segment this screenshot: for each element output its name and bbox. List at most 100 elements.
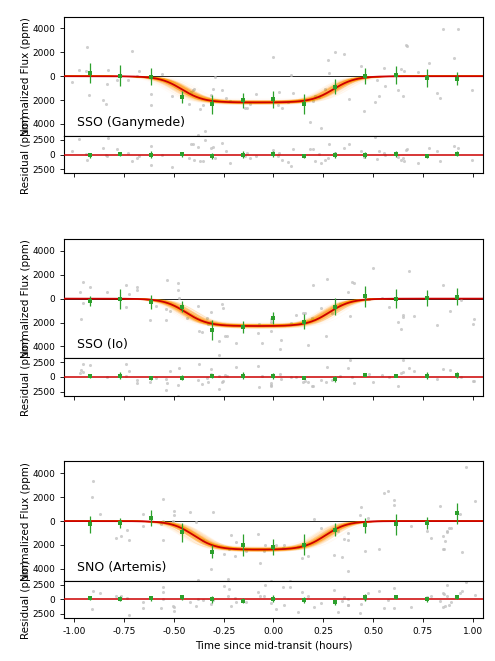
Point [207,307,215,317]
Point [211,71,219,82]
Point [340,49,348,59]
Point [254,529,262,539]
Point [385,302,393,313]
Point [325,139,333,150]
Point [345,287,352,297]
Point [309,380,317,391]
Point [317,158,325,169]
Point [440,544,448,555]
Point [86,282,94,292]
Point [76,368,84,379]
Point [423,592,431,602]
Point [104,133,112,143]
Point [323,362,331,373]
Point [158,594,166,605]
Text: SNO (Artemis): SNO (Artemis) [77,561,166,574]
Point [125,534,133,545]
Point [89,475,97,486]
Point [395,316,402,327]
Point [252,151,260,161]
Point [170,506,178,516]
Point [322,330,330,341]
Point [385,371,393,382]
Point [82,149,90,159]
Point [186,597,194,607]
Point [345,139,353,150]
Point [260,590,268,601]
Point [310,514,318,525]
Point [215,371,223,381]
Point [224,574,232,585]
Point [191,155,198,165]
Point [335,525,343,536]
Point [146,377,154,387]
Point [436,500,444,511]
Point [279,543,287,554]
Point [254,587,262,598]
Point [373,154,381,165]
Point [344,535,351,545]
Point [86,150,94,161]
Point [174,391,182,402]
Point [207,89,215,100]
Point [189,85,197,95]
Point [310,156,318,167]
Point [402,40,410,50]
Point [375,146,383,157]
Point [278,155,286,165]
Point [254,328,262,338]
Y-axis label: Residual (ppm): Residual (ppm) [21,115,31,194]
Point [321,155,329,165]
Point [194,575,201,586]
Point [193,601,200,611]
Point [225,544,233,555]
Point [158,516,166,526]
Point [267,381,275,391]
Point [454,143,462,153]
Point [292,371,300,382]
Point [309,280,317,290]
Point [315,91,323,102]
Point [336,299,344,309]
Point [468,155,476,165]
Point [124,75,132,85]
Point [458,547,466,557]
Point [325,68,333,79]
Point [276,369,284,379]
Point [468,85,476,95]
Point [410,311,418,321]
Point [380,487,388,498]
Point [194,375,201,385]
Point [209,595,217,605]
Point [440,588,447,598]
Point [317,598,325,609]
Point [457,295,465,305]
Point [207,317,215,327]
Point [163,377,171,388]
Point [399,310,407,321]
Point [369,263,377,274]
Point [456,588,464,598]
Point [280,540,288,551]
Point [246,153,254,163]
Point [99,95,106,105]
Point [461,577,469,588]
Point [471,496,479,506]
Point [310,91,318,101]
Point [220,549,228,559]
Point [277,334,285,345]
Point [195,359,203,369]
Point [470,314,478,325]
Point [284,157,292,167]
Point [447,597,455,607]
Point [256,557,264,568]
Point [219,303,227,313]
Point [223,371,231,381]
Point [147,159,155,170]
Point [399,153,407,163]
Point [198,155,206,166]
Point [356,607,364,618]
Point [135,65,143,76]
Point [328,308,336,319]
Point [344,600,351,610]
